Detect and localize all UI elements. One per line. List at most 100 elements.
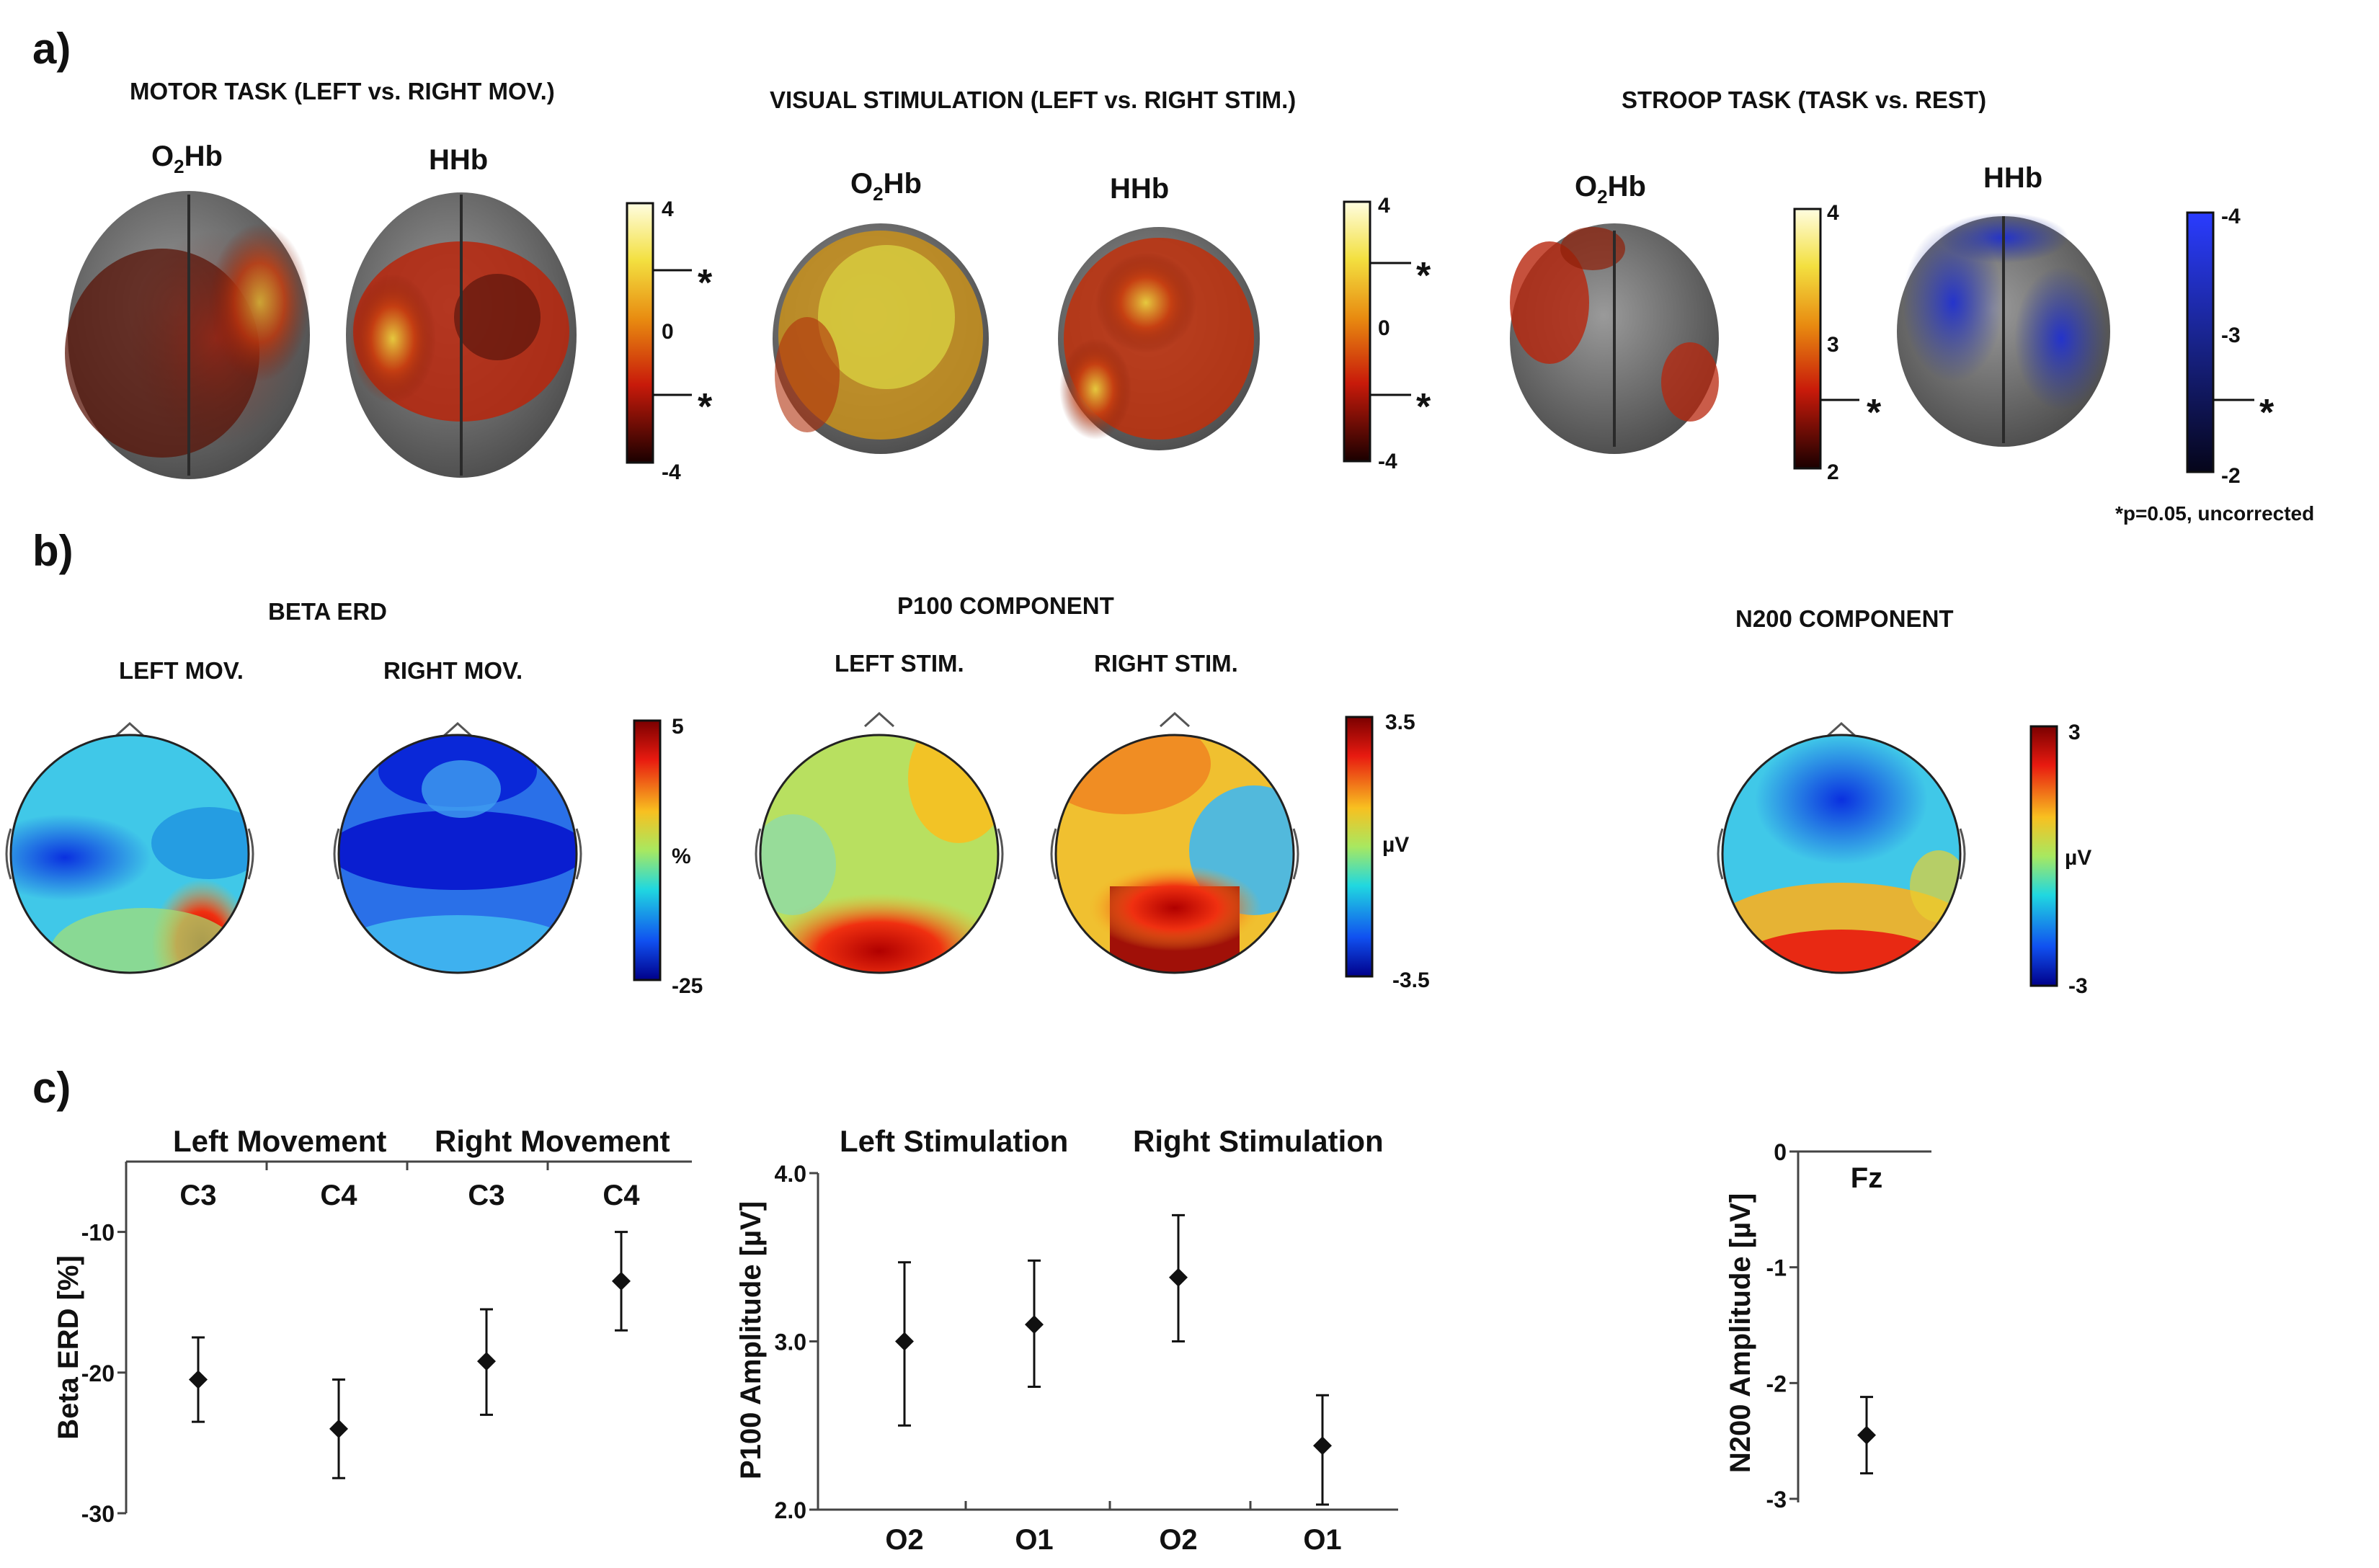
y-tick-label: 3.0 [775, 1329, 806, 1355]
beta-erd-title: BETA ERD [268, 598, 387, 625]
colorbar-n200: 3 µV -3 [2029, 721, 2091, 998]
stroop-hhb-label: HHb [1983, 162, 2042, 194]
svg-text:0: 0 [1378, 316, 1390, 340]
svg-text:*: * [698, 386, 713, 428]
data-point [1169, 1268, 1188, 1287]
category-label: Fz [1851, 1162, 1882, 1194]
category-label: O1 [1015, 1524, 1053, 1556]
data-point [1857, 1425, 1876, 1445]
y-axis-label: Beta ERD [%] [53, 1255, 84, 1440]
svg-text:-3: -3 [2221, 324, 2241, 347]
data-point [895, 1332, 914, 1351]
svg-text:*: * [1867, 392, 1882, 434]
svg-text:3: 3 [2068, 721, 2081, 744]
right-stim-label: RIGHT STIM. [1094, 650, 1238, 677]
visual-stim-title: VISUAL STIMULATION (LEFT vs. RIGHT STIM.… [770, 86, 1296, 113]
chart-beta-erd: Left Movement Right Movement Beta ERD [%… [53, 1124, 692, 1527]
data-point [612, 1271, 631, 1291]
brain-stroop-hhb [1897, 213, 2110, 447]
category-label: C3 [179, 1180, 216, 1211]
chart-p100: Left Stimulation Right Stimulation P100 … [735, 1124, 1398, 1556]
left-stim-label: LEFT STIM. [835, 650, 964, 677]
brain-visual-hhb [1058, 227, 1260, 450]
group-label-right-stimulation: Right Stimulation [1133, 1124, 1384, 1158]
visual-o2hb-label: O2Hb [850, 168, 922, 205]
y-axis-label: N200 Amplitude [µV] [1725, 1193, 1756, 1473]
svg-text:*: * [698, 262, 713, 304]
svg-text:4: 4 [1827, 201, 1839, 225]
stroop-o2hb-label: O2Hb [1575, 171, 1646, 208]
y-tick-label: 0 [1774, 1139, 1787, 1165]
svg-text:%: % [672, 845, 691, 868]
colorbar-visual: 4 0 -4 * * [1343, 194, 1431, 473]
group-label-right-movement: Right Movement [435, 1124, 670, 1158]
group-label-left-movement: Left Movement [173, 1124, 386, 1158]
svg-text:-2: -2 [2221, 464, 2241, 488]
left-mov-label: LEFT MOV. [119, 657, 244, 684]
panel-c-label: c) [32, 1064, 71, 1112]
brain-visual-o2hb [773, 223, 989, 454]
brain-motor-o2hb [65, 191, 310, 479]
data-point [189, 1370, 208, 1389]
y-tick-label: 2.0 [775, 1497, 806, 1523]
y-tick-label: -3 [1766, 1487, 1787, 1513]
visual-hhb-label: HHb [1110, 173, 1169, 205]
svg-text:-4: -4 [1378, 450, 1397, 473]
y-tick-label: -2 [1766, 1371, 1787, 1396]
data-point [329, 1419, 348, 1438]
right-mov-label: RIGHT MOV. [383, 657, 523, 684]
significance-footnote: *p=0.05, uncorrected [2115, 502, 2314, 525]
svg-text:2: 2 [1827, 460, 1839, 484]
data-point [477, 1352, 496, 1371]
stroop-task-title: STROOP TASK (TASK vs. REST) [1622, 86, 1986, 113]
svg-text:-4: -4 [662, 460, 681, 484]
colorbar-stroop-hot: 4 3 2 * [1793, 201, 1882, 484]
p100-title: P100 COMPONENT [897, 592, 1114, 619]
svg-text:-4: -4 [2221, 205, 2241, 228]
topomap-p100-left [755, 711, 1004, 974]
svg-text:*: * [1416, 255, 1431, 297]
panel-a-label: a) [32, 24, 71, 73]
y-tick-label: -30 [81, 1501, 115, 1527]
svg-text:µV: µV [1382, 833, 1409, 857]
y-axis-label: P100 Amplitude [µV] [735, 1201, 767, 1479]
colorbar-beta: 5 % -25 [633, 715, 703, 998]
svg-text:µV: µV [2065, 846, 2091, 870]
svg-text:5: 5 [672, 715, 684, 739]
category-label: O2 [885, 1524, 923, 1556]
panel-b-label: b) [32, 527, 74, 575]
group-label-left-stimulation: Left Stimulation [840, 1124, 1068, 1158]
topomap-n200 [1717, 721, 1966, 974]
category-label: O2 [1159, 1524, 1197, 1556]
colorbar-motor: 4 0 -4 * * [626, 197, 713, 484]
svg-text:-3.5: -3.5 [1392, 968, 1430, 992]
svg-text:-25: -25 [672, 974, 703, 998]
chart-n200: N200 Amplitude [µV] 0 -1 -2 -3 Fz [1725, 1139, 1931, 1513]
category-label: C4 [602, 1180, 640, 1211]
data-point [1025, 1315, 1044, 1335]
category-label: C3 [468, 1180, 504, 1211]
svg-text:4: 4 [662, 197, 674, 221]
svg-text:*: * [2259, 392, 2274, 434]
data-point [1313, 1436, 1332, 1456]
topomap-beta-left [5, 721, 254, 974]
colorbar-stroop-cold: -4 -3 -2 * [2186, 205, 2274, 488]
svg-text:4: 4 [1378, 194, 1390, 218]
colorbar-p100: 3.5 µV -3.5 [1345, 710, 1430, 992]
topomap-beta-right [333, 721, 582, 974]
motor-o2hb-label: O2Hb [151, 141, 223, 177]
svg-text:0: 0 [662, 320, 674, 344]
svg-text:-3: -3 [2068, 974, 2088, 998]
svg-text:3: 3 [1827, 333, 1839, 357]
motor-hhb-label: HHb [429, 144, 488, 176]
brain-stroop-o2hb [1510, 223, 1719, 454]
y-tick-label: -10 [81, 1220, 115, 1246]
y-tick-label: -1 [1766, 1255, 1787, 1281]
svg-text:*: * [1416, 386, 1431, 428]
topomap-p100-right [1050, 711, 1299, 974]
n200-title: N200 COMPONENT [1735, 605, 1954, 632]
category-label: C4 [320, 1180, 357, 1211]
y-tick-label: -20 [81, 1360, 115, 1386]
category-label: O1 [1303, 1524, 1341, 1556]
